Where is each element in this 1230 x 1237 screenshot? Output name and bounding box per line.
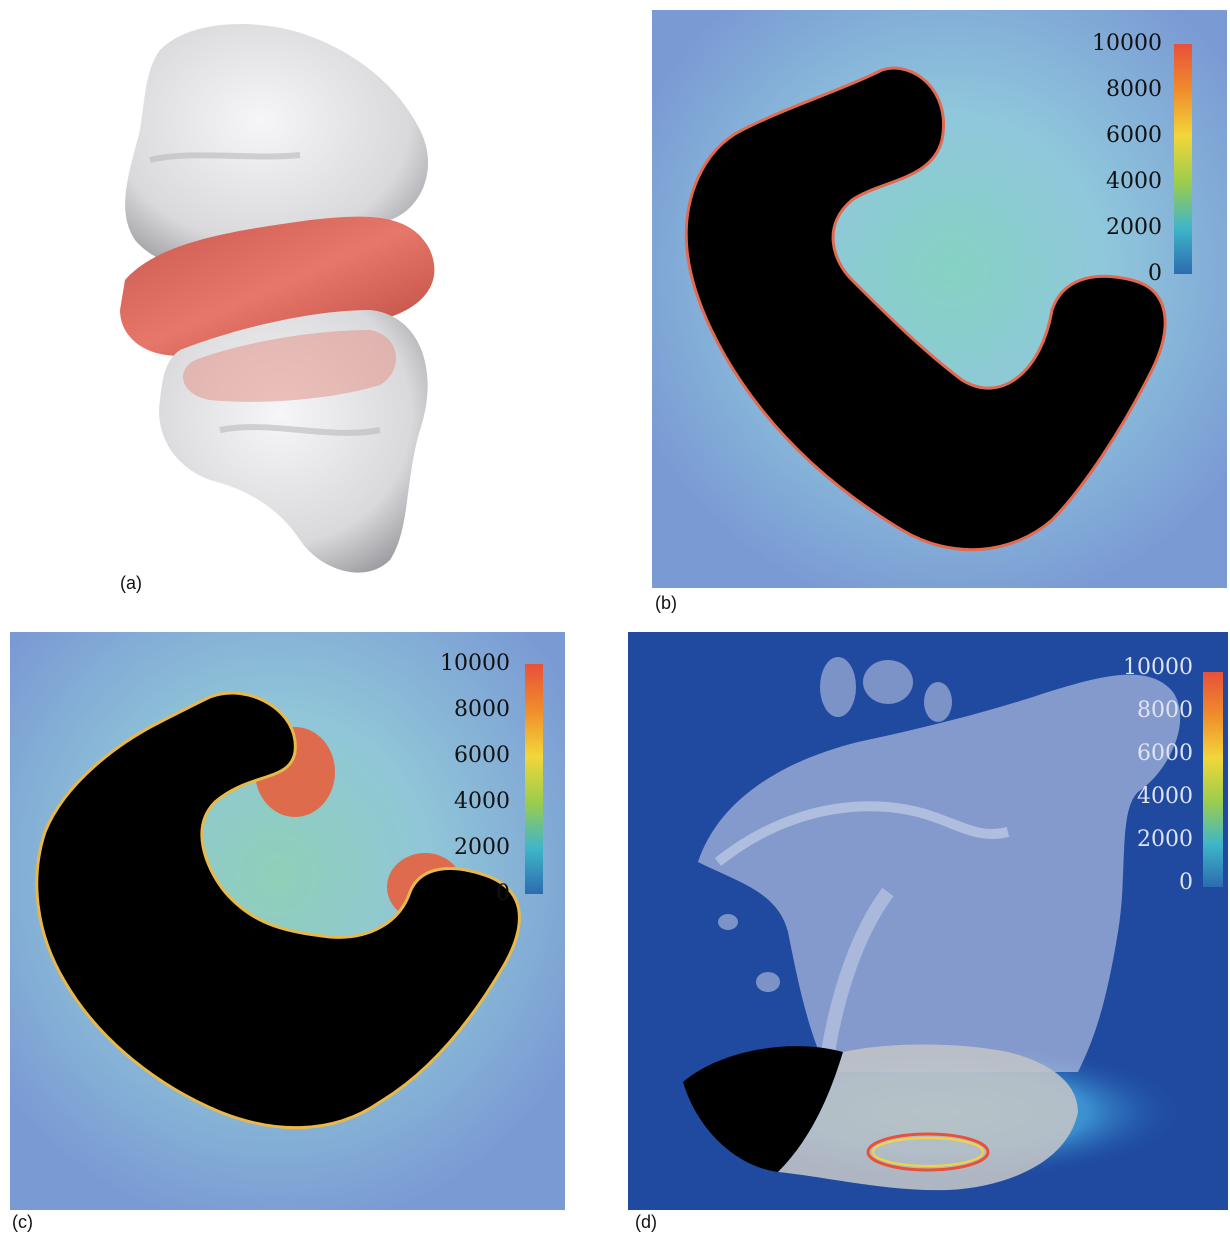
- molecule-upper-lobe: [125, 24, 429, 269]
- colorbar-c-tick-0: 0: [496, 881, 510, 906]
- panel-label-b: (b): [655, 593, 677, 613]
- protein-silhouette-c: [35, 691, 521, 1130]
- panel-a-molecular-surface: [100, 10, 460, 580]
- colorbar-d-tick-4000: 4000: [1137, 784, 1193, 809]
- colorbar-c-tick-6000: 6000: [454, 743, 510, 768]
- panel-label-d: (d): [635, 1212, 657, 1232]
- molecule-lower-red-tint: [183, 330, 397, 402]
- panel-b-field-map: 10000 8000 6000 4000 2000 0: [652, 10, 1227, 588]
- colorbar-b: [1174, 44, 1192, 274]
- protein-silhouette-b: [684, 66, 1167, 552]
- panel-c-field-map: 10000 8000 6000 4000 2000 0: [10, 632, 565, 1210]
- colorbar-c-tick-8000: 8000: [454, 697, 510, 722]
- panel-label-a: (a): [120, 573, 142, 593]
- colorbar-d-tick-10000: 10000: [1123, 655, 1193, 680]
- panel-label-c: (c): [12, 1212, 33, 1232]
- colorbar-d-tick-6000: 6000: [1137, 741, 1193, 766]
- colorbar-d-tick-8000: 8000: [1137, 698, 1193, 723]
- colorbar-d-tick-2000: 2000: [1137, 827, 1193, 852]
- field-map-c: 10000 8000 6000 4000 2000 0: [10, 632, 565, 1210]
- protein-section-d: [683, 1046, 843, 1172]
- colorbar-c-tick-2000: 2000: [454, 835, 510, 860]
- colorbar-b-tick-6000: 6000: [1106, 123, 1162, 148]
- colorbar-b-tick-4000: 4000: [1106, 169, 1162, 194]
- colorbar-c-tick-4000: 4000: [454, 789, 510, 814]
- molecule-surface-image: [120, 24, 435, 573]
- colorbar-b-tick-8000: 8000: [1106, 77, 1162, 102]
- colorbar-b-tick-2000: 2000: [1106, 215, 1162, 240]
- colorbar-c: [525, 664, 543, 894]
- isosurface-render-d: 10000 8000 6000 4000 2000 0: [628, 632, 1228, 1210]
- field-map-b: 10000 8000 6000 4000 2000 0: [652, 10, 1227, 588]
- colorbar-d-tick-0: 0: [1179, 870, 1193, 895]
- panel-d-isosurface: 10000 8000 6000 4000 2000 0: [628, 632, 1228, 1210]
- isosurface-cloud: [698, 674, 1181, 1072]
- colorbar-b-tick-10000: 10000: [1092, 31, 1162, 56]
- colorbar-d: [1203, 672, 1223, 887]
- colorbar-b-tick-0: 0: [1148, 261, 1162, 286]
- colorbar-c-tick-10000: 10000: [440, 651, 510, 676]
